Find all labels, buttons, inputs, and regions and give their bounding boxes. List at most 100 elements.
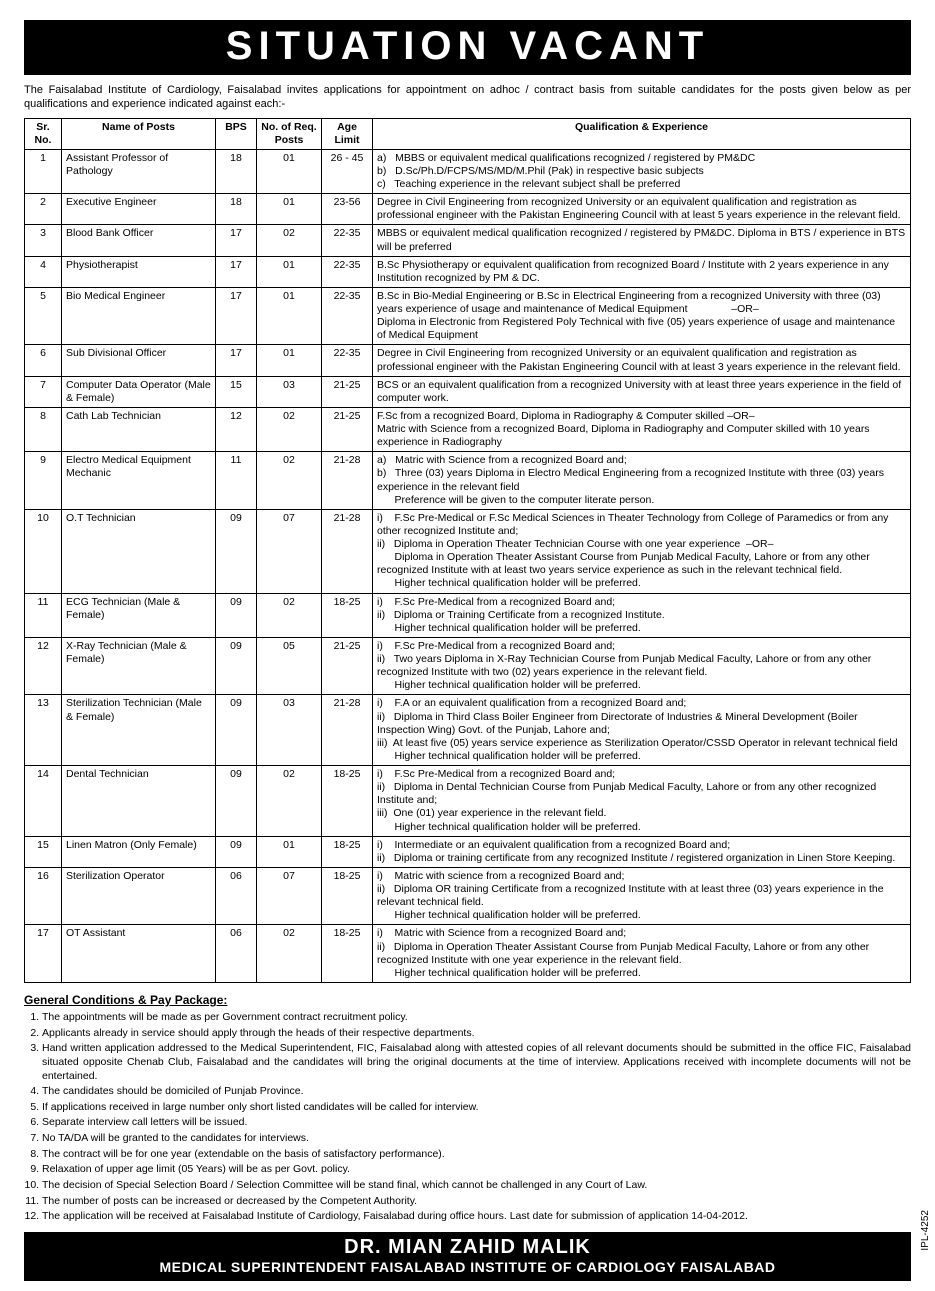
cell-req: 07 <box>257 867 322 925</box>
cell-qual: F.Sc from a recognized Board, Diploma in… <box>373 407 911 451</box>
cell-req: 02 <box>257 452 322 510</box>
page: SITUATION VACANT The Faisalabad Institut… <box>0 0 935 1291</box>
cell-bps: 17 <box>216 225 257 256</box>
cell-age: 22-35 <box>322 287 373 345</box>
table-row: 7Computer Data Operator (Male & Female)1… <box>25 376 911 407</box>
condition-item: Relaxation of upper age limit (05 Years)… <box>42 1163 911 1177</box>
cell-qual: a) Matric with Science from a recognized… <box>373 452 911 510</box>
condition-item: The contract will be for one year (exten… <box>42 1148 911 1162</box>
footer-band: DR. MIAN ZAHID MALIK MEDICAL SUPERINTEND… <box>24 1232 911 1281</box>
cell-sr: 3 <box>25 225 62 256</box>
table-row: 10O.T Technician090721-28i) F.Sc Pre-Med… <box>25 509 911 593</box>
cell-bps: 17 <box>216 287 257 345</box>
cell-age: 18-25 <box>322 836 373 867</box>
cell-sr: 7 <box>25 376 62 407</box>
cell-bps: 09 <box>216 593 257 637</box>
cell-sr: 11 <box>25 593 62 637</box>
table-row: 12X-Ray Technician (Male & Female)090521… <box>25 637 911 695</box>
th-qual: Qualification & Experience <box>373 118 911 149</box>
th-age: Age Limit <box>322 118 373 149</box>
cell-req: 01 <box>257 836 322 867</box>
condition-item: The number of posts can be increased or … <box>42 1195 911 1209</box>
cell-age: 18-25 <box>322 925 373 983</box>
cell-sr: 16 <box>25 867 62 925</box>
cell-qual: i) F.Sc Pre-Medical from a recognized Bo… <box>373 766 911 837</box>
th-req: No. of Req. Posts <box>257 118 322 149</box>
table-row: 6Sub Divisional Officer170122-35Degree i… <box>25 345 911 376</box>
table-row: 16Sterilization Operator060718-25i) Matr… <box>25 867 911 925</box>
cell-req: 05 <box>257 637 322 695</box>
posts-table: Sr. No. Name of Posts BPS No. of Req. Po… <box>24 118 911 983</box>
cell-bps: 09 <box>216 836 257 867</box>
condition-item: No TA/DA will be granted to the candidat… <box>42 1132 911 1146</box>
cell-req: 01 <box>257 345 322 376</box>
cell-bps: 12 <box>216 407 257 451</box>
cell-name: Linen Matron (Only Female) <box>62 836 216 867</box>
cell-name: Cath Lab Technician <box>62 407 216 451</box>
cell-req: 02 <box>257 766 322 837</box>
cell-bps: 06 <box>216 867 257 925</box>
cell-bps: 17 <box>216 256 257 287</box>
table-row: 5Bio Medical Engineer170122-35B.Sc in Bi… <box>25 287 911 345</box>
cell-name: ECG Technician (Male & Female) <box>62 593 216 637</box>
condition-item: Applicants already in service should app… <box>42 1027 911 1041</box>
condition-item: The candidates should be domiciled of Pu… <box>42 1085 911 1099</box>
cell-name: X-Ray Technician (Male & Female) <box>62 637 216 695</box>
cell-name: Bio Medical Engineer <box>62 287 216 345</box>
cell-req: 02 <box>257 593 322 637</box>
cell-sr: 1 <box>25 149 62 193</box>
th-name: Name of Posts <box>62 118 216 149</box>
cell-sr: 10 <box>25 509 62 593</box>
cell-name: Sterilization Technician (Male & Female) <box>62 695 216 766</box>
condition-item: The application will be received at Fais… <box>42 1210 911 1224</box>
cell-qual: i) Matric with Science from a recognized… <box>373 925 911 983</box>
cell-qual: i) F.A or an equivalent qualification fr… <box>373 695 911 766</box>
page-title: SITUATION VACANT <box>24 20 911 75</box>
cell-age: 18-25 <box>322 867 373 925</box>
cell-req: 01 <box>257 194 322 225</box>
cell-name: O.T Technician <box>62 509 216 593</box>
cell-name: Sub Divisional Officer <box>62 345 216 376</box>
cell-name: OT Assistant <box>62 925 216 983</box>
cell-bps: 09 <box>216 637 257 695</box>
condition-item: Hand written application addressed to th… <box>42 1042 911 1083</box>
cell-name: Blood Bank Officer <box>62 225 216 256</box>
cell-sr: 2 <box>25 194 62 225</box>
cell-req: 07 <box>257 509 322 593</box>
cell-age: 22-35 <box>322 345 373 376</box>
cell-bps: 18 <box>216 149 257 193</box>
cell-qual: B.Sc in Bio-Medial Engineering or B.Sc i… <box>373 287 911 345</box>
cell-name: Executive Engineer <box>62 194 216 225</box>
cell-sr: 6 <box>25 345 62 376</box>
cell-age: 22-35 <box>322 225 373 256</box>
table-header-row: Sr. No. Name of Posts BPS No. of Req. Po… <box>25 118 911 149</box>
cell-req: 02 <box>257 407 322 451</box>
cell-sr: 12 <box>25 637 62 695</box>
cell-bps: 09 <box>216 766 257 837</box>
cell-name: Dental Technician <box>62 766 216 837</box>
intro-text: The Faisalabad Institute of Cardiology, … <box>24 83 911 112</box>
cell-bps: 18 <box>216 194 257 225</box>
cell-req: 02 <box>257 925 322 983</box>
cell-name: Sterilization Operator <box>62 867 216 925</box>
cell-qual: MBBS or equivalent medical qualification… <box>373 225 911 256</box>
cell-qual: i) Matric with science from a recognized… <box>373 867 911 925</box>
cell-age: 21-28 <box>322 509 373 593</box>
cell-sr: 15 <box>25 836 62 867</box>
cell-req: 03 <box>257 695 322 766</box>
table-row: 11ECG Technician (Male & Female)090218-2… <box>25 593 911 637</box>
condition-item: Separate interview call letters will be … <box>42 1116 911 1130</box>
condition-item: The decision of Special Selection Board … <box>42 1179 911 1193</box>
cell-qual: Degree in Civil Engineering from recogni… <box>373 345 911 376</box>
cell-age: 22-35 <box>322 256 373 287</box>
cell-age: 21-25 <box>322 376 373 407</box>
footer-title: MEDICAL SUPERINTENDENT FAISALABAD INSTIT… <box>24 1259 911 1275</box>
cell-bps: 15 <box>216 376 257 407</box>
cell-bps: 09 <box>216 695 257 766</box>
cell-sr: 14 <box>25 766 62 837</box>
cell-age: 21-25 <box>322 637 373 695</box>
cell-sr: 5 <box>25 287 62 345</box>
cell-qual: a) MBBS or equivalent medical qualificat… <box>373 149 911 193</box>
cell-qual: B.Sc Physiotherapy or equivalent qualifi… <box>373 256 911 287</box>
cell-sr: 8 <box>25 407 62 451</box>
